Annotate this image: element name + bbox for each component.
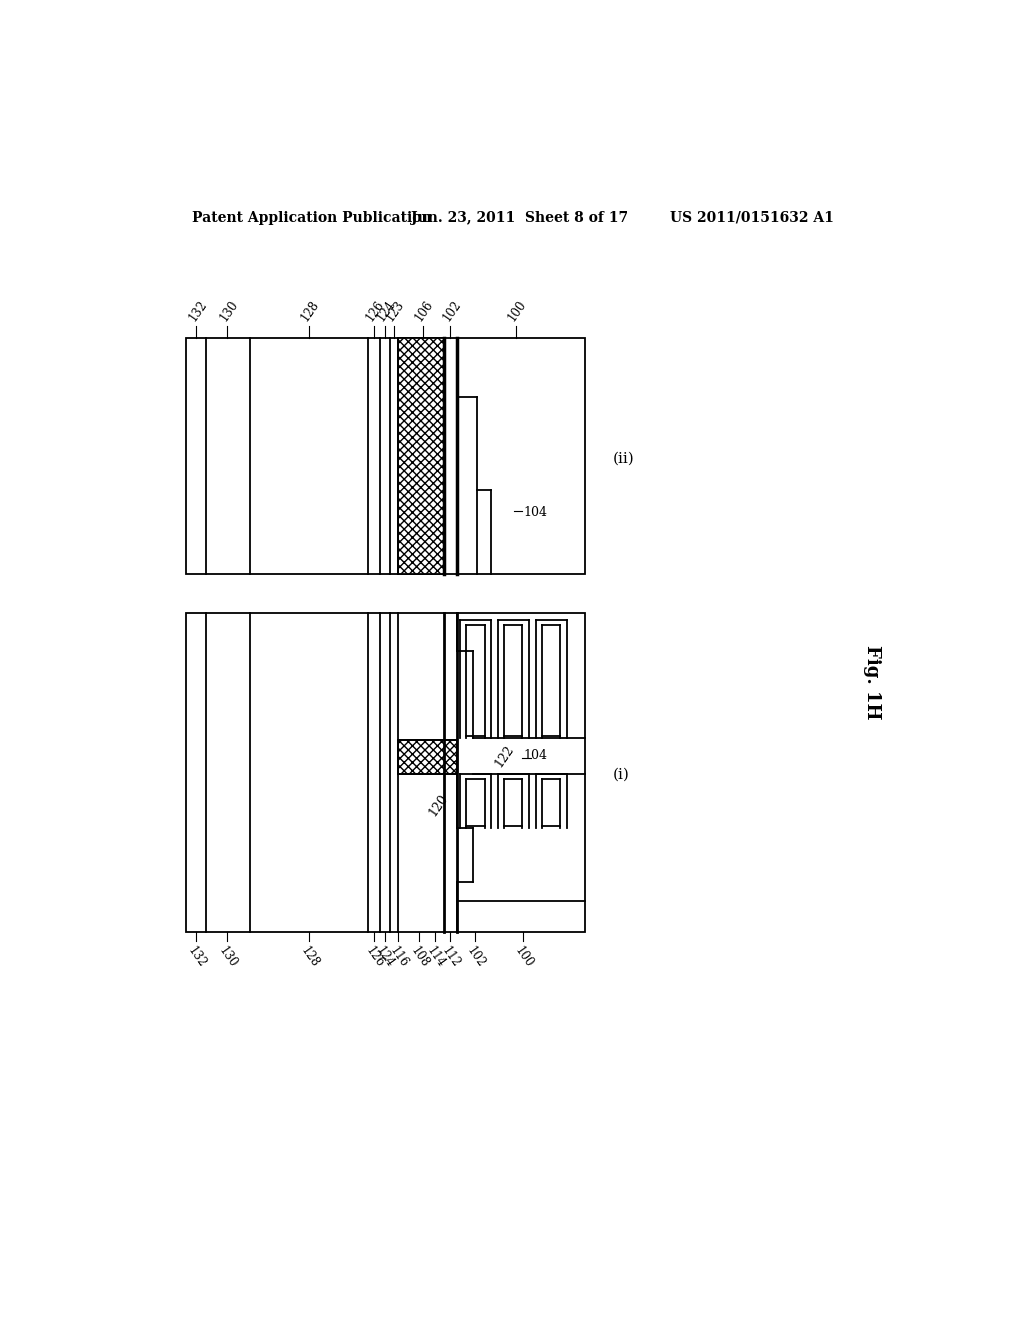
Text: 128: 128 [298,298,322,323]
Text: 132: 132 [185,944,209,969]
Bar [186,612,586,932]
Text: Jun. 23, 2011  Sheet 8 of 17: Jun. 23, 2011 Sheet 8 of 17 [411,211,628,224]
Text: US 2011/0151632 A1: US 2011/0151632 A1 [671,211,835,224]
Text: 100: 100 [512,944,536,970]
Text: 116: 116 [387,944,411,969]
Text: 106: 106 [413,298,436,323]
Text: 122: 122 [493,742,516,770]
Text: (i): (i) [612,767,630,781]
Bar [186,338,586,574]
Text: 126: 126 [362,944,386,969]
Text: 123: 123 [384,298,408,323]
Text: 108: 108 [409,944,432,969]
Text: 114: 114 [424,944,447,969]
Text: 130: 130 [216,944,240,970]
Bar [397,338,444,574]
Text: 120: 120 [426,792,451,818]
Text: 104: 104 [523,506,547,519]
Text: 124: 124 [375,298,397,323]
Text: 128: 128 [298,944,321,969]
Text: 104: 104 [523,750,547,763]
Bar [397,739,458,775]
Text: 112: 112 [438,944,462,969]
Text: (ii): (ii) [612,451,634,466]
Text: 102: 102 [464,944,487,969]
Text: 130: 130 [217,298,241,323]
Text: Patent Application Publication: Patent Application Publication [191,211,431,224]
Text: 132: 132 [186,298,210,323]
Text: 124: 124 [374,944,397,969]
Text: 100: 100 [505,298,528,323]
Text: 102: 102 [440,298,464,323]
Text: 126: 126 [364,298,387,323]
Text: Fig. 1H: Fig. 1H [863,644,881,719]
